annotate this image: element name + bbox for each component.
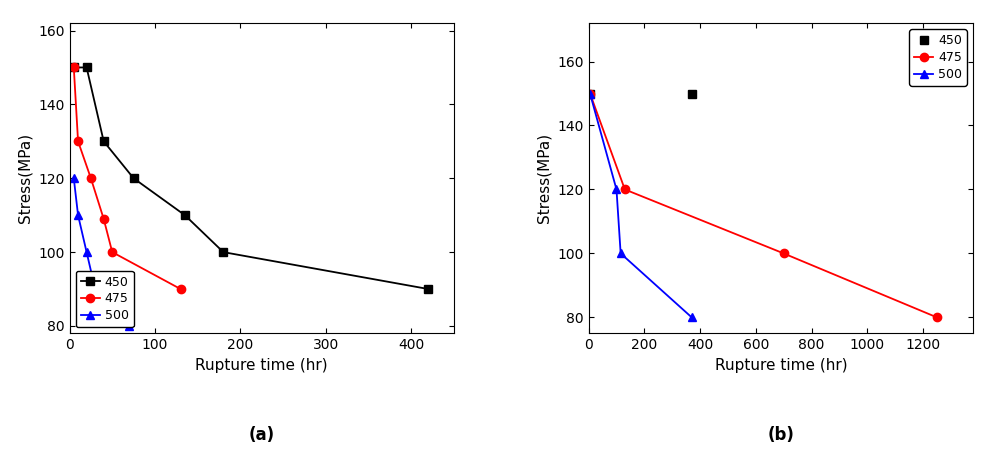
Y-axis label: Stress(MPa): Stress(MPa)	[536, 133, 552, 223]
475	[175, 286, 187, 292]
500	[123, 323, 135, 329]
Text: (b): (b)	[768, 426, 794, 444]
475	[72, 138, 84, 144]
Line: 475: 475	[70, 63, 185, 293]
475	[931, 314, 943, 320]
X-axis label: Rupture time (hr): Rupture time (hr)	[715, 358, 847, 373]
475	[97, 216, 109, 222]
450	[217, 250, 229, 255]
475	[584, 91, 596, 96]
475	[68, 65, 79, 70]
450	[584, 91, 596, 96]
500	[611, 187, 623, 192]
500	[68, 175, 79, 181]
500	[80, 250, 92, 255]
475	[778, 250, 789, 256]
450	[179, 213, 191, 218]
500	[615, 250, 627, 256]
450	[422, 286, 434, 292]
Line: 450: 450	[586, 89, 696, 98]
500	[686, 314, 698, 320]
Line: 475: 475	[586, 89, 941, 321]
Line: 450: 450	[70, 63, 433, 293]
475	[106, 250, 118, 255]
450	[128, 175, 140, 181]
Legend: 450, 475, 500: 450, 475, 500	[910, 29, 967, 86]
475	[85, 175, 97, 181]
500	[72, 213, 84, 218]
450	[97, 138, 109, 144]
450	[686, 91, 698, 96]
450	[80, 65, 92, 70]
Y-axis label: Stress(MPa): Stress(MPa)	[18, 133, 33, 223]
500	[584, 91, 596, 96]
450	[68, 65, 79, 70]
Line: 500: 500	[70, 174, 133, 330]
Line: 500: 500	[586, 89, 696, 321]
Text: (a): (a)	[248, 426, 275, 444]
500	[89, 286, 101, 292]
475	[619, 187, 631, 192]
Legend: 450, 475, 500: 450, 475, 500	[75, 270, 133, 327]
X-axis label: Rupture time (hr): Rupture time (hr)	[196, 358, 328, 373]
